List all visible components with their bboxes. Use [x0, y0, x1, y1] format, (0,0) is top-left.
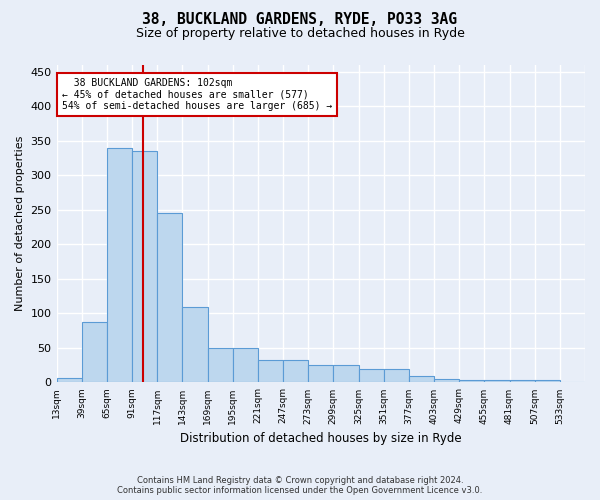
Bar: [409, 376, 434, 382]
Bar: [434, 379, 459, 382]
Bar: [484, 380, 509, 382]
Bar: [383, 368, 409, 382]
Bar: [56, 378, 82, 382]
Bar: [233, 348, 258, 382]
Text: 38 BUCKLAND GARDENS: 102sqm
← 45% of detached houses are smaller (577)
54% of se: 38 BUCKLAND GARDENS: 102sqm ← 45% of det…: [62, 78, 332, 111]
Bar: [359, 368, 383, 382]
Bar: [535, 380, 560, 382]
Bar: [459, 380, 484, 382]
Bar: [157, 214, 182, 382]
Bar: [509, 380, 535, 382]
Y-axis label: Number of detached properties: Number of detached properties: [15, 136, 25, 312]
Text: Contains HM Land Registry data © Crown copyright and database right 2024.
Contai: Contains HM Land Registry data © Crown c…: [118, 476, 482, 495]
Bar: [308, 365, 334, 382]
Text: Size of property relative to detached houses in Ryde: Size of property relative to detached ho…: [136, 28, 464, 40]
Bar: [132, 152, 157, 382]
Bar: [258, 360, 283, 382]
Text: 38, BUCKLAND GARDENS, RYDE, PO33 3AG: 38, BUCKLAND GARDENS, RYDE, PO33 3AG: [143, 12, 458, 28]
Bar: [82, 322, 107, 382]
X-axis label: Distribution of detached houses by size in Ryde: Distribution of detached houses by size …: [180, 432, 461, 445]
Bar: [208, 348, 233, 382]
Bar: [283, 360, 308, 382]
Bar: [334, 365, 359, 382]
Bar: [182, 306, 208, 382]
Bar: [107, 148, 132, 382]
